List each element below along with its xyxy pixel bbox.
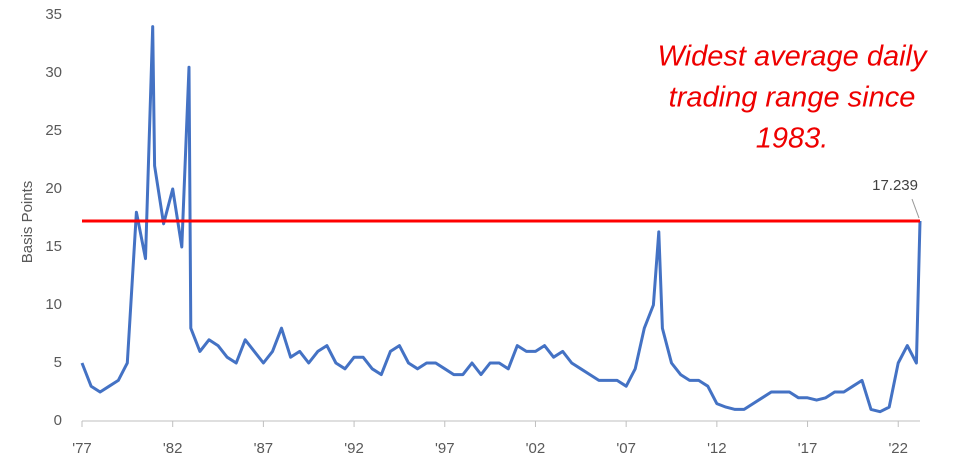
data-label: 17.239 — [872, 177, 918, 194]
y-tick-label: 5 — [54, 354, 62, 371]
y-tick-label: 25 — [45, 122, 62, 139]
x-tick-label: '12 — [707, 440, 727, 457]
y-tick-label: 35 — [45, 6, 62, 23]
series-line — [80, 25, 922, 414]
y-tick-label: 10 — [45, 296, 62, 313]
x-tick-label: '97 — [435, 440, 455, 457]
x-tick-label: '07 — [616, 440, 636, 457]
x-tick-label: '87 — [254, 440, 274, 457]
y-tick-label: 30 — [45, 64, 62, 81]
y-tick-label: 15 — [45, 238, 62, 255]
annotation: trading range since — [669, 82, 916, 114]
y-tick-label: 0 — [54, 412, 62, 429]
x-tick-label: '92 — [344, 440, 364, 457]
x-tick-label: '22 — [888, 440, 908, 457]
x-tick-label: '02 — [526, 440, 546, 457]
y-tick-label: 20 — [45, 180, 62, 197]
annotation: 1983. — [756, 123, 829, 155]
annotation: Widest average daily — [658, 41, 928, 73]
x-tick-label: '17 — [798, 440, 818, 457]
label-leader — [911, 198, 920, 219]
x-tick-label: '82 — [163, 440, 183, 457]
y-axis-label: Basis Points — [19, 181, 36, 264]
x-tick-label: '77 — [72, 440, 92, 457]
